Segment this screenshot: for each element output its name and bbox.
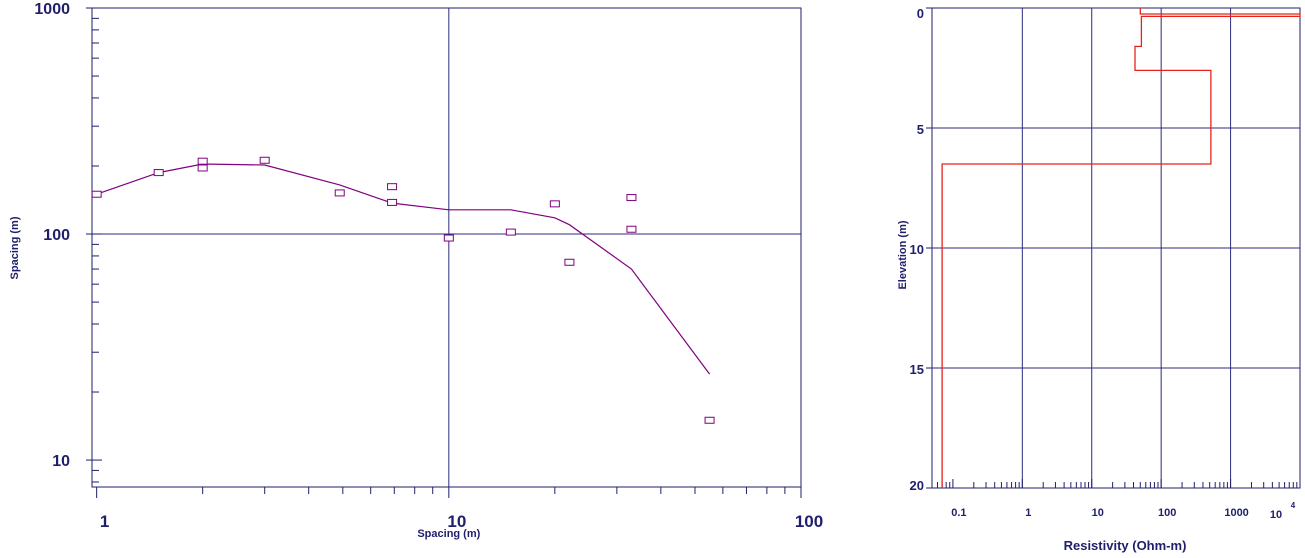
observed-point [387,198,398,206]
y-tick-label: 1000 [34,1,70,18]
observed-point [91,190,102,198]
y-tick-label: 20 [910,478,924,493]
y-tick-label: 10 [52,453,70,470]
x-tick-label: 100 [795,512,823,531]
observed-point [153,169,164,177]
observed-point [443,234,454,242]
calculated-curve [96,163,711,375]
observed-point [387,183,398,191]
plot-frame [91,7,802,488]
observed-point [197,164,208,172]
observed-point [626,225,637,233]
observed-point [704,416,715,424]
y-tick-label: 10 [910,242,924,257]
observed-point [259,156,270,164]
observed-point [549,200,560,208]
x-tick-exponent: 4 [1291,501,1296,510]
x-axis-label: Spacing (m) [417,528,480,540]
x-tick-label: 1 [1025,507,1031,519]
x-tick-label: 10 [447,512,466,531]
observed-point [564,258,575,266]
resistivity-model-line [941,8,1301,488]
sounding-curve-chart: 1 10 100 10 100 1000 Spacing (m) Spacing (m) [9,1,823,540]
x-tick-label: 1000 [1224,507,1248,519]
y-axis-label: Spacing (m) [9,216,21,279]
y-tick-label: 100 [43,227,70,244]
x-tick-label: 10 [1270,509,1282,521]
x-tick-label: 0.1 [951,507,966,519]
observed-point [505,228,516,236]
y-tick-label: 5 [917,122,924,137]
x-tick-label: 1 [100,512,109,531]
observed-point [626,194,637,202]
observed-point [197,157,208,165]
x-tick-label: 10 [1092,507,1104,519]
y-tick-label: 15 [910,362,924,377]
y-axis-label: Elevation (m) [897,220,909,289]
y-tick-label: 0 [917,6,924,21]
x-tick-label: 100 [1158,507,1176,519]
resistivity-model-chart: 0.1 1 10 100 1000 10 4 0 5 10 15 20 Resistivity (Ohm… [897,6,1301,553]
x-axis-label: Resistivity (Ohm-m) [1064,538,1187,553]
observed-point [334,189,345,197]
